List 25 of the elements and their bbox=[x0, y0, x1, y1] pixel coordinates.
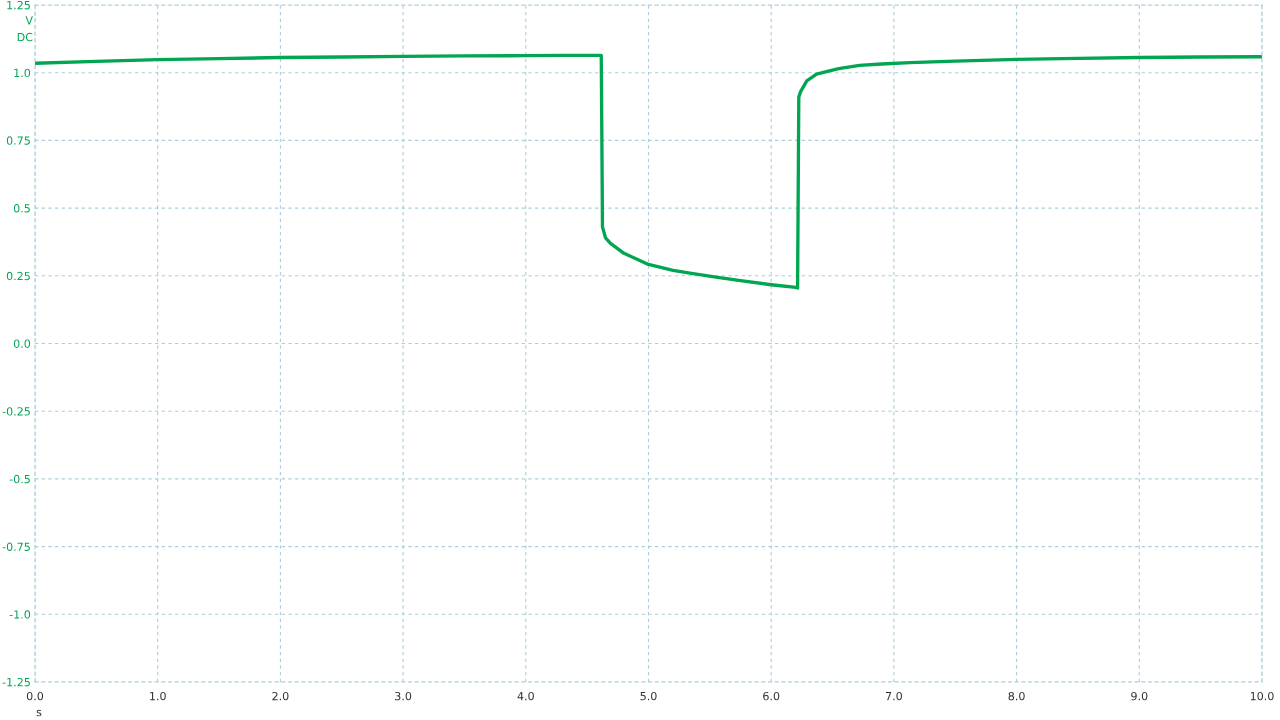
y-tick-label: -0.5 bbox=[9, 474, 30, 484]
y-tick-label: -1.25 bbox=[2, 677, 30, 687]
x-tick-label: 6.0 bbox=[763, 691, 780, 701]
x-tick-label: 3.0 bbox=[395, 691, 412, 701]
y-tick-label: 0.25 bbox=[6, 271, 30, 281]
y-tick-label: 0.75 bbox=[6, 136, 30, 145]
x-tick-label: 10.0 bbox=[1250, 691, 1274, 701]
x-tick-label: 2.0 bbox=[272, 691, 289, 701]
x-tick-label: 0.0 bbox=[26, 691, 44, 701]
y-axis-title: V DC bbox=[17, 16, 33, 42]
x-tick-label: 8.0 bbox=[1008, 691, 1025, 701]
x-tick-label: 9.0 bbox=[1131, 691, 1148, 701]
y-tick-label: 0.0 bbox=[13, 339, 31, 348]
x-tick-label: 7.0 bbox=[885, 691, 902, 701]
x-tick-label: 1.0 bbox=[150, 691, 166, 701]
line-series bbox=[35, 53, 1262, 290]
y-tick-label: 0.5 bbox=[13, 204, 30, 213]
y-tick-label: 1.0 bbox=[14, 68, 31, 78]
y-tick-label: 1.25 bbox=[7, 0, 30, 10]
y-tick-label: -1.0 bbox=[9, 610, 31, 619]
x-tick-label: 5.0 bbox=[640, 691, 657, 701]
x-axis-title: s bbox=[36, 709, 42, 717]
y-tick-label: -0.25 bbox=[2, 407, 30, 416]
x-tick-label: 4.0 bbox=[517, 691, 534, 701]
y-tick-label: -0.75 bbox=[2, 542, 30, 551]
